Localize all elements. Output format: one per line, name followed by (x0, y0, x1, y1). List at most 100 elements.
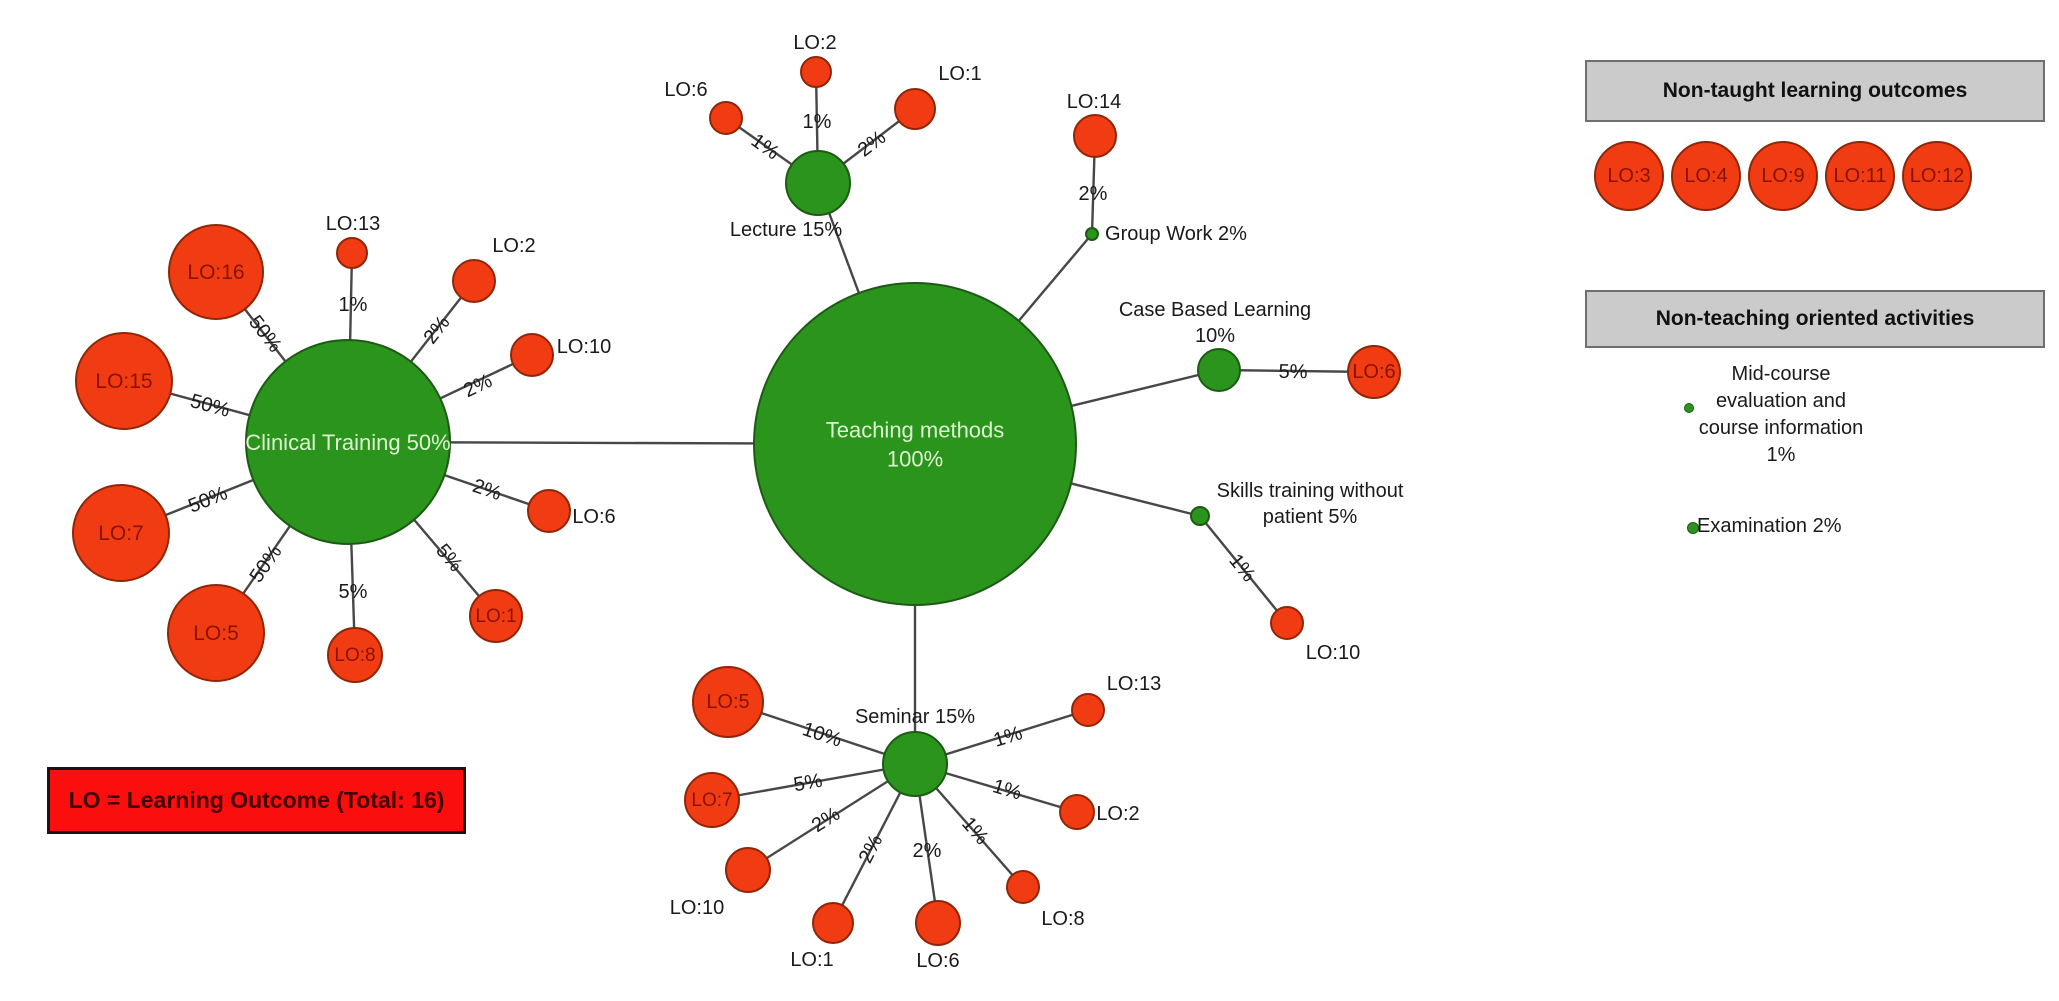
edge-seminar-m7 (711, 762, 916, 802)
edge-sdot-s10 (1199, 515, 1288, 624)
non-taught-lo-circle-lo-11: LO:11 (1825, 141, 1895, 211)
node-g14 (1073, 114, 1117, 158)
edge-label-seminar-m2: 1% (990, 775, 1024, 804)
node-sdot (1190, 506, 1210, 526)
activity-examination: Examination 2% (1697, 515, 1842, 538)
edge-label-gdot-g14: 2% (1079, 183, 1108, 205)
non-taught-lo-circle-lo-3: LO:3 (1594, 141, 1664, 211)
node-label-b6: LO:6 (1352, 361, 1395, 383)
node-c6 (527, 489, 571, 533)
node-label-l1: LO:1 (938, 63, 981, 85)
node-label-g14: LO:14 (1067, 91, 1121, 113)
activity-line: Examination 2% (1697, 515, 1842, 537)
node-label-m6: LO:6 (916, 950, 959, 972)
non-teaching-activities-header: Non-teaching oriented activities (1585, 290, 2045, 348)
edge-label-seminar-m7: 5% (792, 770, 825, 797)
node-m6 (915, 900, 961, 946)
edge-label-clinical-c15: 50% (188, 390, 233, 422)
node-label-m10: LO:10 (670, 897, 724, 919)
edge-label-sdot-s10: 1% (1224, 550, 1259, 586)
lo-legend-box: LO = Learning Outcome (Total: 16) (47, 767, 466, 834)
node-l2 (800, 56, 832, 88)
node-label-lecture: Lecture 15% (730, 219, 843, 241)
non-taught-outcomes-title: Non-taught learning outcomes (1662, 79, 1968, 102)
node-label-m7: LO:7 (691, 790, 732, 811)
activity-line: 1% (1766, 444, 1796, 466)
node-c5 (167, 584, 265, 682)
node-c15 (75, 332, 173, 430)
edge-label-clinical-c6: 2% (470, 475, 505, 505)
node-cbl (1197, 348, 1241, 392)
edge-label-seminar-m10: 2% (808, 803, 844, 837)
edge-label-seminar-m6: 2% (913, 840, 942, 862)
node-c8 (327, 627, 383, 683)
node-c7 (72, 484, 170, 582)
activity-midcourse-evaluation: Mid-course evaluation and course informa… (1661, 361, 1901, 469)
node-label-cbl: Case Based Learning 10% (1119, 299, 1311, 347)
node-l1 (894, 88, 936, 130)
node-label-gdot: Group Work 2% (1105, 223, 1247, 245)
non-taught-lo-circle-lo-4: LO:4 (1671, 141, 1741, 211)
node-label-m5: LO:5 (706, 691, 749, 713)
node-m13 (1071, 693, 1105, 727)
node-label-clinical: Clinical Training 50% (245, 430, 450, 455)
node-c1 (469, 589, 523, 643)
node-label-c15: LO:15 (95, 370, 152, 393)
edge-label-clinical-c16: 50% (244, 311, 286, 356)
activity-line: course information (1698, 417, 1864, 439)
lo-legend-label: LO = Learning Outcome (Total: 16) (68, 787, 445, 813)
node-m8 (1006, 870, 1040, 904)
node-label-c6: LO:6 (572, 506, 615, 528)
edge-label-clinical-c7: 50% (185, 482, 231, 517)
node-gdot (1085, 227, 1099, 241)
non-teaching-activities-title: Non-teaching oriented activities (1655, 307, 1975, 330)
node-m7 (684, 772, 740, 828)
node-label-c1: LO:1 (475, 606, 516, 627)
node-label-m1: LO:1 (790, 949, 833, 971)
activity-line: Mid-course (1731, 363, 1831, 385)
edge-label-seminar-m13: 1% (991, 722, 1025, 752)
node-label-m13: LO:13 (1107, 673, 1161, 695)
node-lecture (785, 150, 851, 216)
edge-label-lecture-l2: 1% (803, 111, 832, 133)
node-m10 (725, 847, 771, 893)
node-seminar (882, 731, 948, 797)
node-label-c10: LO:10 (557, 336, 611, 358)
node-label-s10: LO:10 (1306, 642, 1360, 664)
edge-label-cbl-b6: 5% (1278, 361, 1307, 383)
node-m5 (692, 666, 764, 738)
non-taught-outcomes-header: Non-taught learning outcomes (1585, 60, 2045, 122)
activity-line: evaluation and (1715, 390, 1847, 412)
bullet-dot-icon (1684, 403, 1694, 413)
non-taught-lo-circle-lo-9: LO:9 (1748, 141, 1818, 211)
node-c2 (452, 259, 496, 303)
node-m2 (1059, 794, 1095, 830)
node-m1 (812, 902, 854, 944)
node-clinical (245, 339, 451, 545)
edge-label-seminar-m1: 2% (855, 831, 888, 867)
node-label-c8: LO:8 (334, 645, 375, 666)
node-label-c16: LO:16 (187, 261, 244, 284)
node-label-m8: LO:8 (1041, 908, 1084, 930)
node-label-c7: LO:7 (98, 522, 144, 545)
node-label-m2: LO:2 (1096, 803, 1139, 825)
non-taught-lo-circle-lo-12: LO:12 (1902, 141, 1972, 211)
node-label-c2: LO:2 (492, 235, 535, 257)
node-s10 (1270, 606, 1304, 640)
node-b6 (1347, 345, 1401, 399)
node-label-teaching: Teaching methods 100% (826, 417, 1005, 471)
node-c10 (510, 333, 554, 377)
edge-label-clinical-c13: 1% (339, 294, 368, 316)
node-label-seminar: Seminar 15% (855, 706, 975, 728)
node-label-c13: LO:13 (326, 213, 380, 235)
node-l6 (709, 101, 743, 135)
node-label-l2: LO:2 (793, 32, 836, 54)
node-label-c5: LO:5 (193, 622, 239, 645)
edge-label-lecture-l6: 1% (747, 130, 783, 165)
edge-label-clinical-c8: 5% (339, 581, 368, 603)
bullet-dot-icon (1687, 522, 1699, 534)
edge-label-seminar-m5: 10% (800, 718, 845, 752)
node-c16 (168, 224, 264, 320)
node-teaching (753, 282, 1077, 606)
